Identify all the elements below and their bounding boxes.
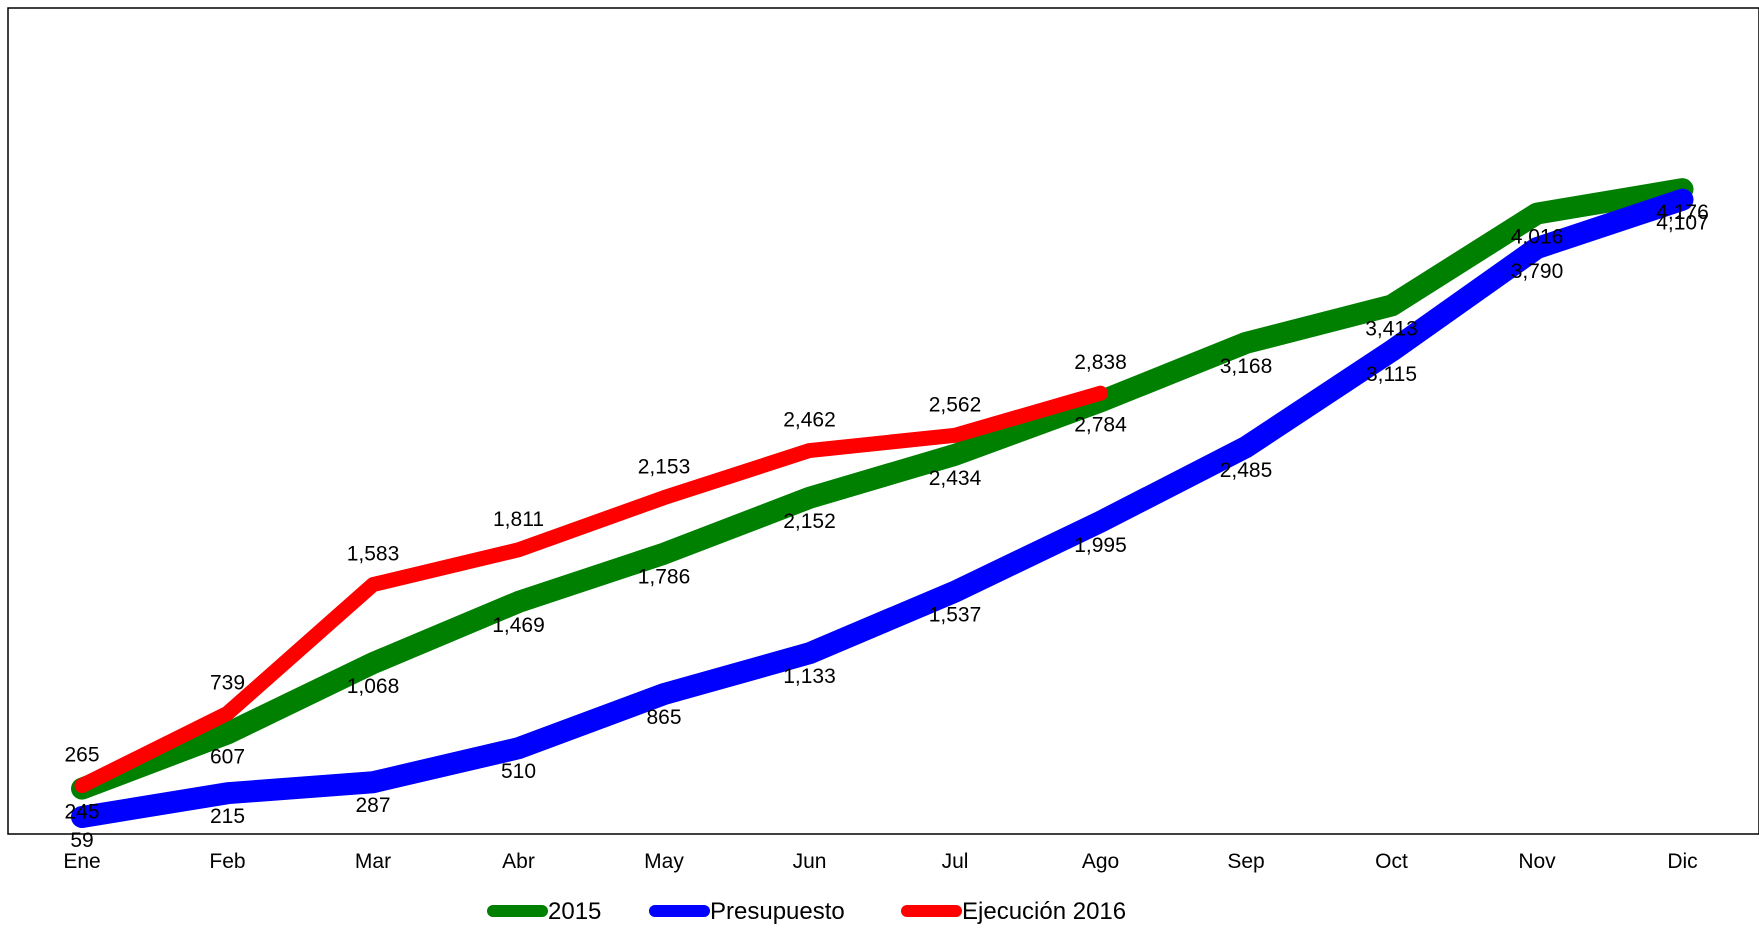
legend-label-presupuesto: Presupuesto: [710, 898, 845, 925]
x-tick-label: Abr: [502, 850, 535, 873]
data-label-presupuesto: 1,995: [1074, 534, 1127, 557]
data-label-ejecucion-2016: 2,838: [1074, 351, 1127, 374]
legend-label-2015: 2015: [548, 898, 601, 925]
data-label-presupuesto: 59: [70, 829, 93, 852]
x-tick-label: Jun: [793, 850, 827, 873]
data-label-presupuesto: 510: [501, 760, 536, 783]
data-label-ejecucion-2016: 2,462: [783, 409, 836, 432]
series-line-ejecucion-2016: [74, 385, 1108, 794]
data-label-2015: 607: [210, 745, 245, 768]
data-label-2015: 1,469: [492, 614, 545, 637]
data-label-2015: 4,176: [1656, 201, 1709, 224]
data-label-presupuesto: 1,537: [929, 604, 982, 627]
x-tick-label: Mar: [355, 850, 391, 873]
data-label-2015: 2,434: [929, 467, 982, 490]
data-label-ejecucion-2016: 1,811: [493, 508, 544, 531]
data-labels: 245 607 1,068 1,469 1,786 2,152 2,434 2,784 3,16…: [64, 201, 1708, 852]
data-label-2015: 3,168: [1220, 355, 1273, 378]
data-label-presupuesto: 2,485: [1220, 459, 1273, 482]
data-label-2015: 245: [64, 801, 99, 824]
x-tick-label: Jul: [942, 850, 969, 873]
data-label-ejecucion-2016: 265: [64, 744, 99, 767]
legend-label-ejecucion-2016: Ejecución 2016: [962, 898, 1126, 925]
data-label-2015: 2,152: [783, 510, 836, 533]
data-label-presupuesto: 215: [210, 805, 245, 828]
legend: 2015 Presupuesto Ejecución 2016: [487, 898, 1126, 925]
data-label-presupuesto: 3,790: [1511, 260, 1564, 283]
data-label-presupuesto: 1,133: [783, 665, 836, 688]
data-label-presupuesto: 287: [355, 794, 390, 817]
data-label-presupuesto: 4,107: [1656, 212, 1709, 235]
data-label-ejecucion-2016: 2,562: [929, 393, 982, 416]
data-label-2015: 4,016: [1511, 226, 1564, 249]
x-tick-label: Ago: [1082, 850, 1119, 873]
series-line-presupuesto: [71, 188, 1694, 829]
data-label-ejecucion-2016: 1,583: [347, 543, 400, 566]
data-label-2015: 1,786: [638, 566, 691, 589]
data-label-2015: 1,068: [347, 675, 400, 698]
data-label-presupuesto: 865: [646, 706, 681, 729]
x-tick-label: Feb: [209, 850, 245, 873]
series-layer: [71, 178, 1694, 829]
x-tick-label: May: [644, 850, 684, 873]
data-label-ejecucion-2016: 2,153: [638, 456, 691, 479]
data-label-ejecucion-2016: 739: [210, 671, 245, 694]
x-tick-label: Sep: [1227, 850, 1264, 873]
x-tick-label: Dic: [1667, 850, 1697, 873]
data-label-2015: 3,413: [1365, 318, 1418, 341]
x-tick-label: Nov: [1518, 850, 1556, 873]
x-tick-label: Oct: [1375, 850, 1408, 873]
data-label-2015: 2,784: [1074, 413, 1127, 436]
data-label-presupuesto: 3,115: [1366, 363, 1417, 386]
series-line-2015: [71, 178, 1694, 800]
x-tick-label: Ene: [63, 850, 100, 873]
plot-area-border: [7, 7, 1759, 835]
x-axis-ticks: Ene Feb Mar Abr May Jun Jul Ago Sep Oct Nov Dic: [63, 850, 1697, 873]
